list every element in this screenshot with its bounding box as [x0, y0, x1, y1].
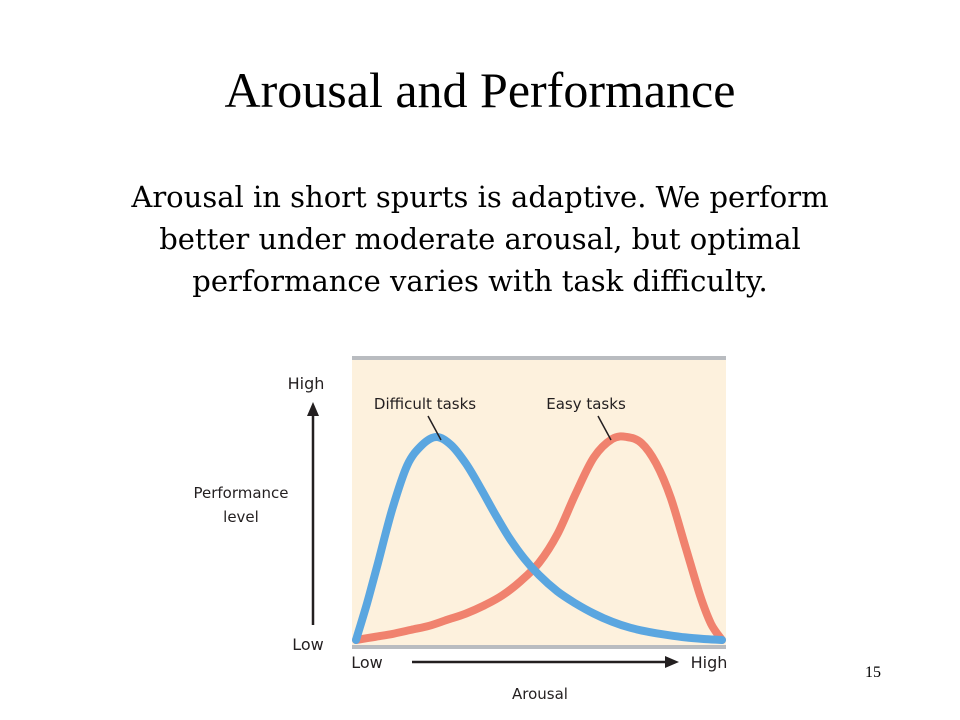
- annotation-easy-tasks-pointer: [597, 415, 612, 441]
- y-axis-label-line-1: Performance: [193, 484, 288, 502]
- slide-title: Arousal and Performance: [224, 62, 736, 118]
- slide-body-text: Arousal in short spurts is adaptive. We …: [131, 180, 829, 298]
- series-line-easy-tasks: [352, 432, 726, 644]
- y-tick-label-high: High: [288, 374, 325, 393]
- series-layer: [352, 432, 726, 644]
- annotation-easy-tasks: Easy tasks: [546, 395, 626, 413]
- x-axis-arrowhead: [665, 656, 679, 668]
- x-tick-label-high: High: [691, 653, 728, 672]
- annotation-difficult-tasks: Difficult tasks: [374, 395, 476, 413]
- page-number: 15: [865, 664, 881, 681]
- y-axis-arrowhead: [307, 402, 319, 416]
- y-axis-label-line-2: level: [223, 508, 259, 526]
- x-axis-label: Arousal: [512, 685, 568, 703]
- y-tick-label-low: Low: [292, 635, 324, 654]
- series-line-difficult-tasks: [352, 433, 726, 644]
- x-tick-label-low: Low: [351, 653, 383, 672]
- annotation-difficult-tasks-pointer: [427, 415, 442, 441]
- plot-background: [352, 358, 726, 647]
